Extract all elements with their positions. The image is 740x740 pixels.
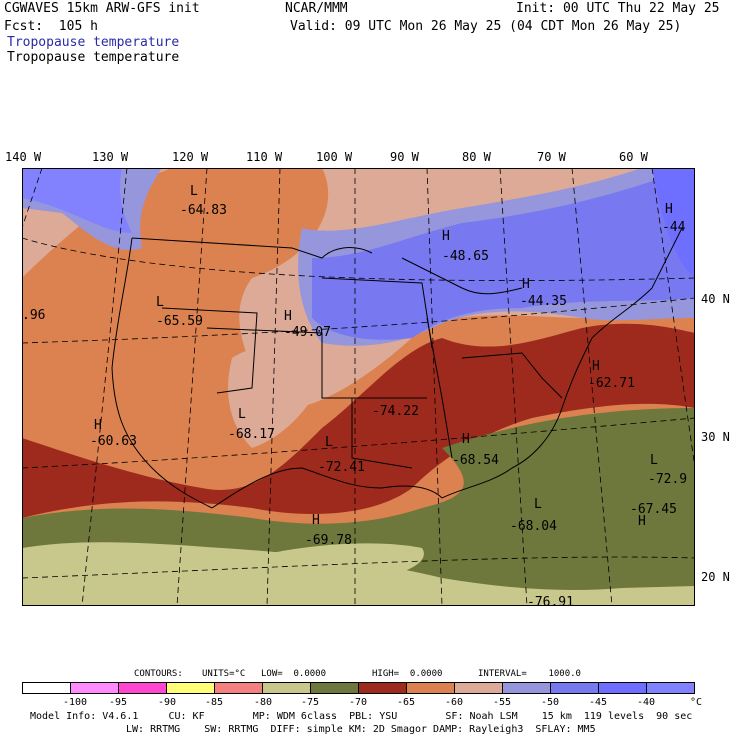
colorbar-swatch (311, 683, 359, 693)
extremum-value: -48.65 (442, 249, 489, 264)
init-time: Init: 00 UTC Thu 22 May 25 (516, 1, 720, 16)
lon-label: 120 W (172, 150, 209, 164)
colorbar-tick: -80 (254, 697, 273, 708)
extremum-type: H (522, 277, 530, 292)
extremum-value: -67.45 (630, 502, 677, 517)
extremum-type: H (284, 309, 292, 324)
colorbar-swatch (359, 683, 407, 693)
extremum-value: -68.04 (510, 519, 557, 534)
colorbar-tick: -55 (493, 697, 512, 708)
extremum-value: -64.83 (180, 203, 227, 218)
field-band-light-patch (228, 347, 322, 448)
colorbar-swatch (215, 683, 263, 693)
extremum-value: -68.17 (228, 427, 275, 442)
colorbar-swatch (71, 683, 119, 693)
colorbar-swatch (23, 683, 71, 693)
extremum-type: H (442, 229, 450, 244)
lat-label: 30 N (701, 430, 730, 444)
contour-field-title: Tropopause temperature (7, 50, 180, 65)
lon-label: 140 W (5, 150, 42, 164)
extremum-value: -60.63 (90, 434, 137, 449)
field-band-deep-blue (652, 168, 695, 278)
extremum-type: H (665, 202, 673, 217)
lon-label: 60 W (619, 150, 648, 164)
colorbar-swatch (503, 683, 551, 693)
interval-label: INTERVAL= 1000.0 (478, 669, 581, 679)
extremum-value: .96 (22, 308, 45, 323)
contours-label: CONTOURS: (134, 669, 183, 679)
colorbar-tick: -40 (637, 697, 656, 708)
extremum-value: -62.71 (588, 376, 635, 391)
extremum-value: -65.59 (156, 314, 203, 329)
extremum-type: H (94, 418, 102, 433)
colorbar-tick: -50 (541, 697, 560, 708)
organization: NCAR/MMM (285, 1, 348, 16)
lon-label: 130 W (92, 150, 129, 164)
extremum-value: -72.41 (318, 460, 365, 475)
colorbar (22, 682, 695, 694)
lat-label: 20 N (701, 570, 730, 584)
colorbar-tick: -85 (205, 697, 224, 708)
field-band-blue-east (312, 168, 695, 340)
model-title: CGWAVES 15km ARW-GFS init (4, 1, 200, 16)
political-boundaries (111, 227, 683, 509)
colorbar-swatch (455, 683, 503, 693)
extremum-value: -74.22 (372, 404, 419, 419)
tropopause-temperature-map: L -64.83 H -48.65 H -44 H -44.35 L -65.5… (22, 168, 695, 606)
colorbar-swatch (119, 683, 167, 693)
units-label: UNITS=°C (202, 669, 246, 679)
extremum-value: -68.54 (452, 453, 499, 468)
low-label: LOW= 0.0000 (261, 669, 327, 679)
extremum-type: H (638, 514, 646, 529)
colored-field-title: Tropopause temperature (7, 35, 180, 50)
valid-time: Valid: 09 UTC Mon 26 May 25 (04 CDT Mon … (290, 19, 682, 34)
colorbar-swatch (551, 683, 599, 693)
colorbar-tick: -60 (445, 697, 464, 708)
model-info-line2: LW: RRTMG SW: RRTMG DIFF: simple KM: 2D … (126, 724, 596, 735)
forecast-hour: Fcst: 105 h (4, 19, 98, 34)
extremum-type: L (650, 453, 658, 468)
high-label: HIGH= 0.0000 (372, 669, 443, 679)
extremum-type: L (534, 497, 542, 512)
field-band-brick-red (22, 323, 695, 518)
extremum-value: -49.07 (284, 325, 331, 340)
colorbar-swatch (167, 683, 215, 693)
colorbar-tick: -70 (349, 697, 368, 708)
extremum-type: H (312, 513, 320, 528)
colorbar-tick: -45 (589, 697, 608, 708)
graticule (22, 168, 695, 606)
colorbar-swatch (407, 683, 455, 693)
colorbar-tick: -95 (109, 697, 128, 708)
colorbar-tick: -65 (397, 697, 416, 708)
extremum-type: H (462, 432, 470, 447)
extremum-type: L (156, 295, 164, 310)
extremum-value: -44 (662, 220, 686, 235)
map-border (22, 168, 695, 606)
extremum-type: L (238, 407, 246, 422)
model-info-line1: Model Info: V4.6.1 CU: KF MP: WDM 6class… (30, 711, 693, 722)
colorbar-unit: °C (690, 697, 703, 708)
colorbar-swatch (647, 683, 694, 693)
extremum-type: L (325, 435, 333, 450)
lon-label: 90 W (390, 150, 419, 164)
extremum-value: -72.9 (648, 472, 687, 487)
field-band-blue-west (22, 168, 132, 233)
extremum-value: -69.78 (305, 533, 352, 548)
field-band-khaki-patch (272, 543, 424, 580)
lon-label: 110 W (246, 150, 283, 164)
colorbar-swatch (599, 683, 647, 693)
colorbar-swatch (263, 683, 311, 693)
extremum-value: -76.91 (527, 595, 574, 606)
extremum-value: -44.35 (520, 294, 567, 309)
lon-label: 70 W (537, 150, 566, 164)
colorbar-tick: -90 (158, 697, 177, 708)
lon-label: 80 W (462, 150, 491, 164)
lon-label: 100 W (316, 150, 353, 164)
colorbar-tick: -100 (63, 697, 88, 708)
extremum-type: L (190, 184, 198, 199)
extremum-type: H (592, 359, 600, 374)
lat-label: 40 N (701, 292, 730, 306)
colorbar-tick: -75 (301, 697, 320, 708)
